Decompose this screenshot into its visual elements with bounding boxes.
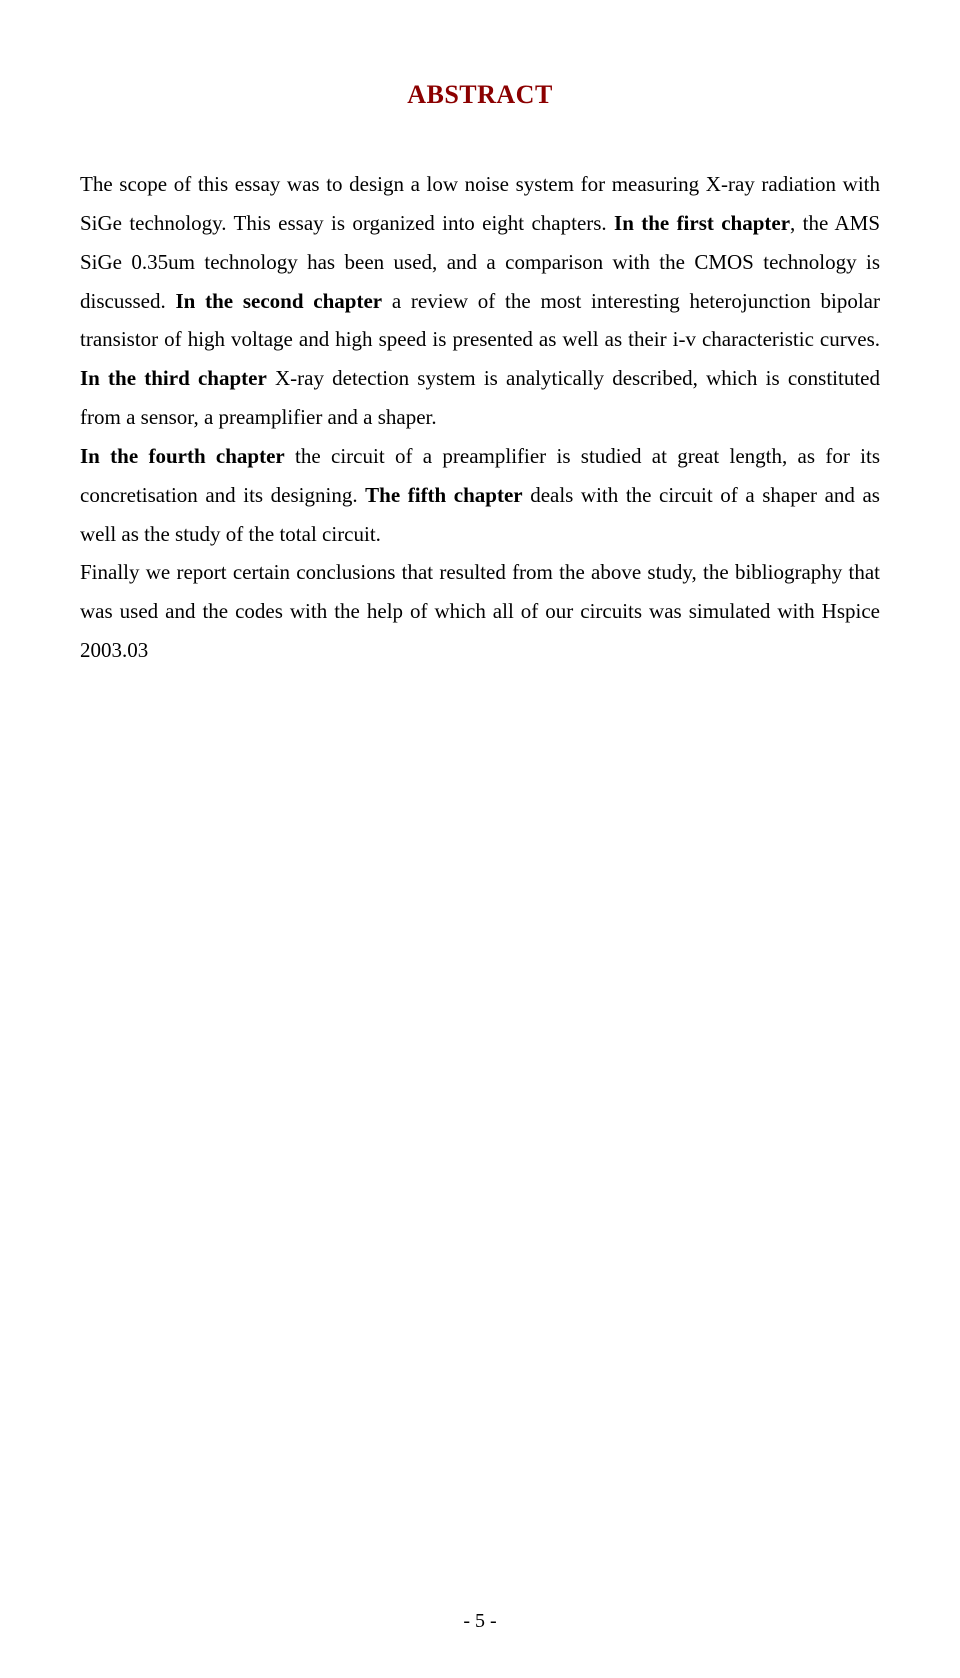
- para2-bold1: In the fourth chapter: [80, 444, 285, 468]
- para1-bold3: In the third chapter: [80, 366, 267, 390]
- abstract-title: ABSTRACT: [80, 80, 880, 110]
- para3-text1: Finally we report certain conclusions th…: [80, 560, 880, 662]
- page-number: - 5 -: [0, 1610, 960, 1633]
- para1-bold1: In the first chapter: [614, 211, 790, 235]
- para1-bold2: In the second chapter: [176, 289, 383, 313]
- para2-bold2: The fifth chapter: [365, 483, 522, 507]
- abstract-body: The scope of this essay was to design a …: [80, 165, 880, 670]
